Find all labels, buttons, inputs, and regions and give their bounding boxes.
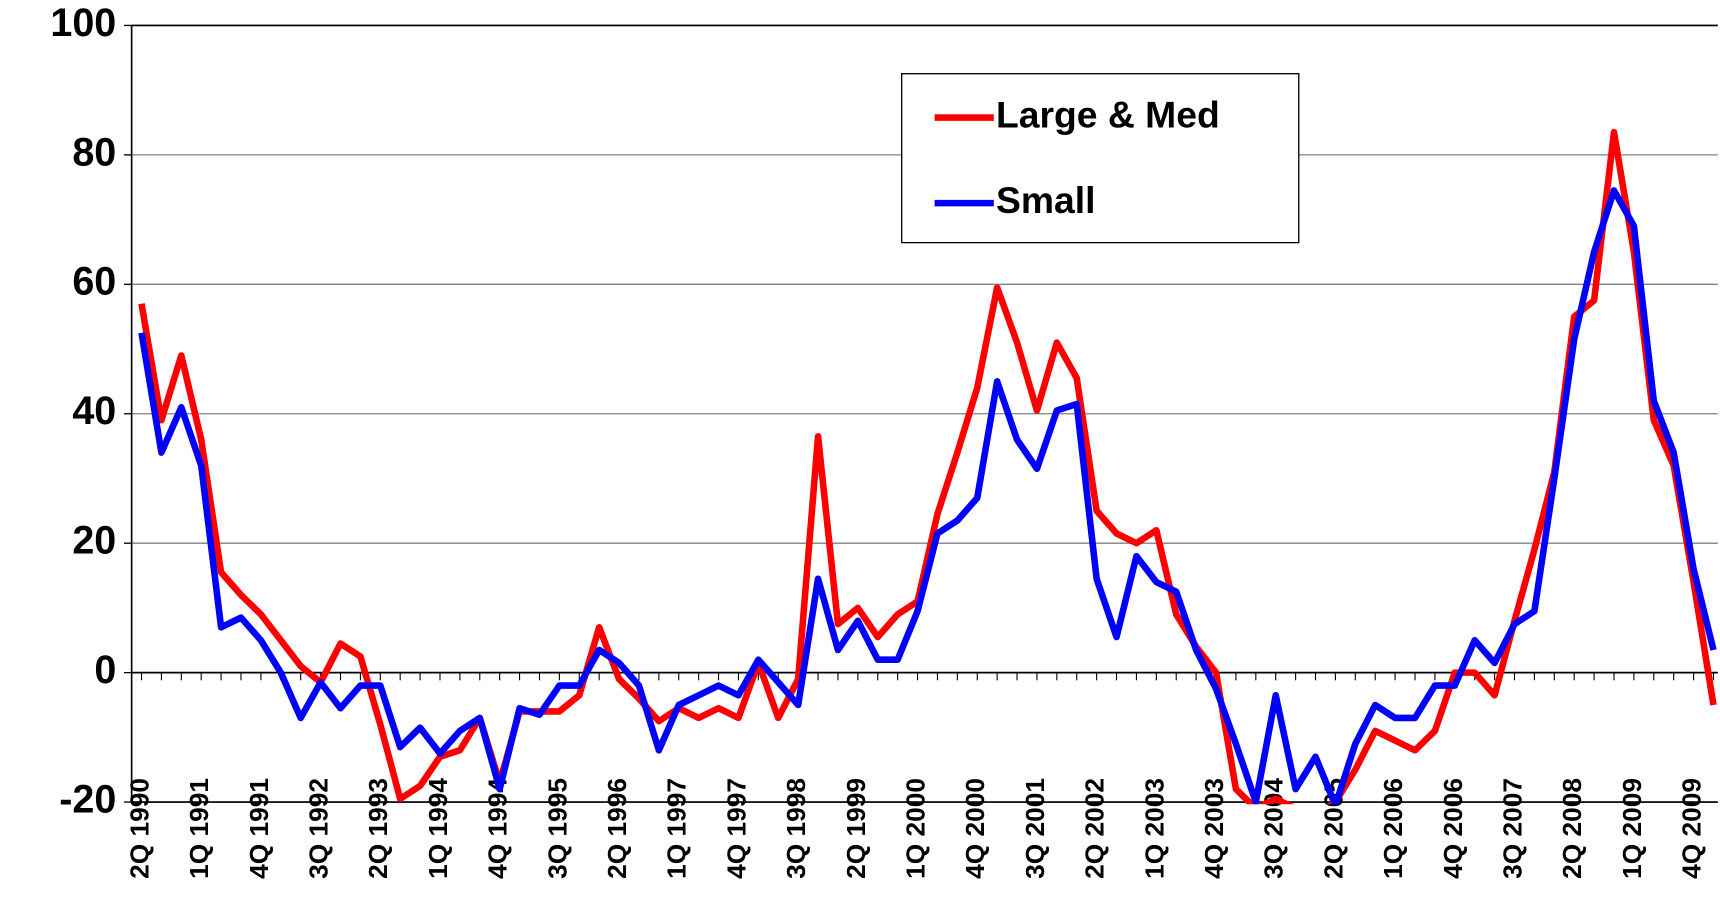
legend-label: Small [996,179,1095,221]
y-tick-label: 100 [50,1,116,45]
x-tick-label: 3Q 1995 [542,778,572,879]
y-tick-label: 20 [72,519,116,563]
x-tick-label: 3Q 1992 [304,778,334,879]
series-line [138,187,1717,805]
x-tick-label: 1Q 1991 [184,778,214,879]
x-tick-label: 2Q 2002 [1080,778,1110,879]
x-tick-label: 1Q 2003 [1139,778,1169,879]
x-tick-label: 4Q 2003 [1199,778,1229,879]
x-tick-label: 2Q 1993 [363,778,393,879]
x-tick-label: 2Q 1999 [841,778,871,879]
y-tick-label: 60 [72,260,116,304]
x-tick-label: 4Q 1997 [721,778,751,879]
x-tick-label: 4Q 1991 [244,778,274,879]
x-tick-label: 2Q 2008 [1557,778,1587,879]
y-tick-label: 0 [94,648,116,692]
x-tick-label: 2Q 1996 [602,778,632,879]
x-tick-label: 1Q 1997 [662,778,692,879]
y-tick-label: 40 [72,389,116,433]
x-tick-label: 2Q 1990 [124,778,154,879]
x-tick-label: 1Q 2000 [900,778,930,879]
x-tick-label: 3Q 1998 [781,778,811,879]
y-tick-label: -20 [59,777,116,821]
legend-box [901,73,1300,244]
x-tick-label: 1Q 2009 [1617,778,1647,879]
x-tick-label: 3Q 2001 [1020,778,1050,879]
x-tick-label: 4Q 2009 [1677,778,1707,879]
x-tick-label: 3Q 2004 [1259,778,1289,879]
x-tick-label: 4Q 2000 [960,778,990,879]
x-tick-label: 1Q 2006 [1378,778,1408,879]
x-tick-label: 1Q 1994 [423,778,453,879]
x-tick-label: 3Q 2007 [1497,778,1527,879]
x-tick-label: 4Q 1994 [483,778,513,879]
legend-label: Large & Med [996,93,1220,135]
y-tick-label: 80 [72,130,116,174]
plot-lines [138,128,1717,805]
x-tick-label: 4Q 2006 [1438,778,1468,879]
